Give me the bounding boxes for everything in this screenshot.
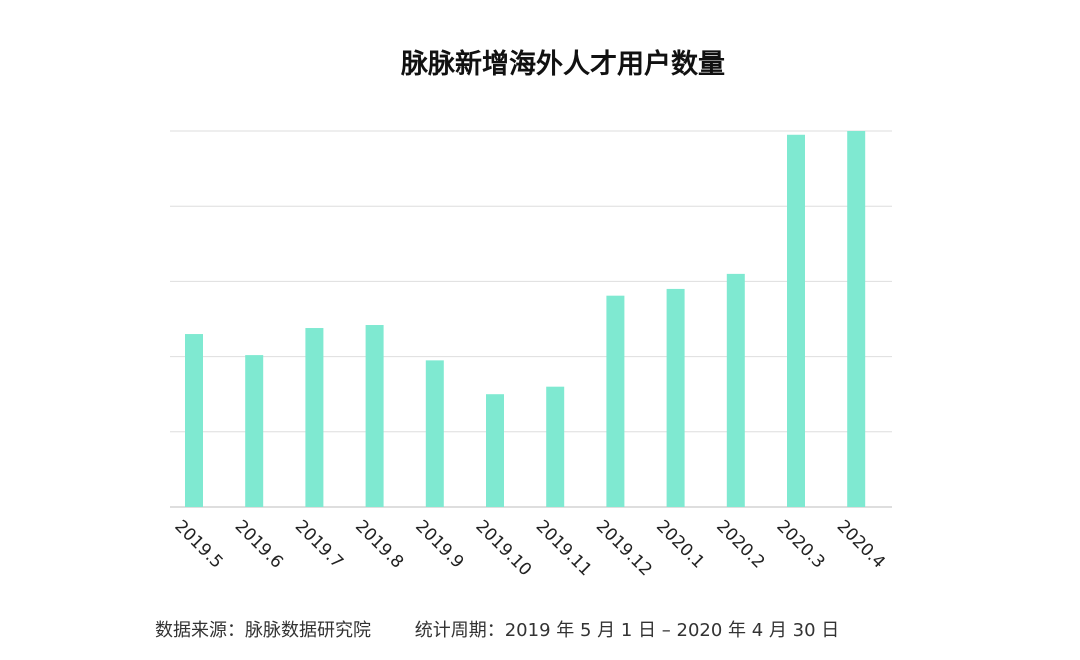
gridlines	[170, 130, 892, 508]
x-tick-label: 2020.1	[652, 516, 708, 572]
data-source: 数据来源：脉脉数据研究院	[155, 620, 371, 641]
x-tick-label: 2019.7	[291, 516, 347, 572]
footer: 数据来源：脉脉数据研究院 统计周期：2019 年 5 月 1 日 – 2020 …	[155, 616, 839, 642]
bar-2020.2	[726, 273, 745, 507]
bars	[185, 131, 866, 507]
x-tick-label: 2020.4	[833, 516, 889, 572]
bar-2019.8	[365, 325, 384, 507]
chart-title: 脉脉新增海外人才用户数量	[401, 49, 725, 80]
x-axis-labels: 2019.5 2019.6 2019.7 2019.8 2019.9 2019.10201…	[170, 516, 888, 580]
x-tick-label: 2019.11	[532, 516, 596, 580]
x-tick-label: 2020.3	[772, 516, 828, 572]
bar-2019.10	[486, 394, 504, 507]
bar-2020.3	[787, 134, 805, 507]
bar-2020.1	[666, 288, 685, 507]
x-tick-label: 2020.2	[712, 516, 768, 572]
x-tick-label: 2019.8	[351, 516, 407, 572]
x-tick-label: 2019.10	[471, 516, 535, 580]
x-tick-label: 2019.9	[411, 516, 467, 572]
bar-2019.5	[185, 334, 203, 507]
bar-2019.7	[305, 328, 324, 507]
x-tick-label: 2019.12	[592, 516, 656, 580]
bar-2019.11	[546, 386, 565, 507]
bar-2019.6	[245, 355, 264, 507]
statistics-period: 统计周期：2019 年 5 月 1 日 – 2020 年 4 月 30 日	[414, 620, 840, 641]
x-tick-label: 2019.5	[170, 516, 226, 572]
bar-2020.4	[847, 131, 866, 507]
bar-2019.9	[425, 360, 444, 507]
x-tick-label: 2019.6	[231, 516, 287, 572]
bar-2019.12	[606, 295, 625, 507]
